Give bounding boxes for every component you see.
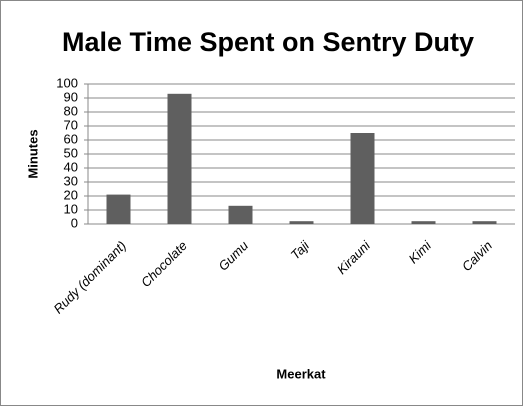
- y-tick-label: 0: [71, 215, 78, 230]
- y-tick-label: 100: [56, 75, 78, 90]
- x-axis-label: Meerkat: [276, 366, 326, 381]
- bar: [228, 205, 253, 224]
- y-tick-label: 70: [64, 117, 78, 132]
- y-tick-label: 60: [64, 131, 78, 146]
- y-tick-label: 90: [64, 89, 78, 104]
- bar: [106, 194, 131, 224]
- bar: [350, 133, 375, 224]
- y-tick-label: 20: [64, 187, 78, 202]
- bar: [472, 221, 497, 224]
- y-tick-label: 80: [64, 103, 78, 118]
- bar: [289, 221, 314, 224]
- bar: [411, 221, 436, 224]
- y-tick-label: 10: [64, 201, 78, 216]
- y-tick-label: 50: [64, 145, 78, 160]
- bar: [167, 93, 192, 224]
- y-tick-label: 30: [64, 173, 78, 188]
- y-tick-label: 40: [64, 159, 78, 174]
- y-axis-label: Minutes: [25, 129, 40, 178]
- chart-title: Male Time Spent on Sentry Duty: [62, 27, 474, 57]
